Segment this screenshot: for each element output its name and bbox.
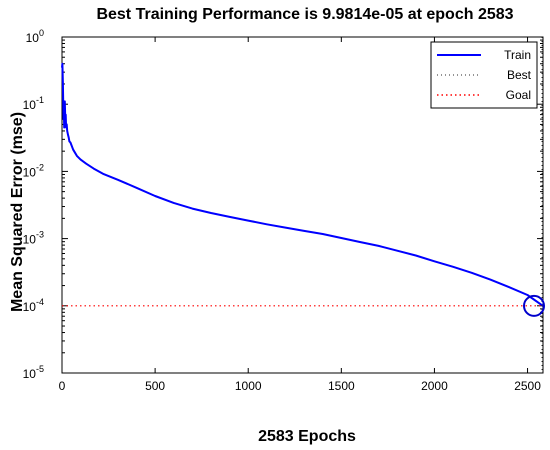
- y-axis-label: Mean Squared Error (mse): [9, 112, 26, 312]
- x-axis-label: 2583 Epochs: [258, 428, 356, 445]
- x-tick-label: 0: [59, 379, 66, 393]
- axes-frame: [61, 36, 544, 374]
- legend-label-goal: Goal: [506, 88, 531, 102]
- series-line-train: [61, 62, 544, 307]
- chart-title: Best Training Performance is 9.9814e-05 …: [96, 6, 513, 23]
- x-tick-label: 2500: [514, 379, 541, 393]
- y-tick-label: 10-2: [23, 162, 44, 179]
- y-tick-label: 10-5: [23, 364, 44, 381]
- y-tick-label: 100: [26, 28, 44, 45]
- x-tick-label: 2000: [421, 379, 448, 393]
- legend: Train Best Goal: [430, 41, 538, 109]
- x-tick-label: 500: [145, 379, 165, 393]
- legend-label-best: Best: [507, 68, 532, 82]
- y-tick-label: 10-3: [23, 230, 44, 247]
- y-tick-label: 10-1: [23, 95, 44, 112]
- y-tick-label: 10-4: [23, 297, 44, 314]
- legend-box: [430, 41, 538, 109]
- x-tick-label: 1500: [328, 379, 355, 393]
- legend-label-train: Train: [504, 48, 531, 62]
- x-tick-label: 1000: [235, 379, 262, 393]
- best-point-marker: [523, 294, 545, 317]
- plot-area: 0 500 1000 1500 2000 2500 100 10-1 10-2 10-3 10-4 1…: [23, 28, 545, 393]
